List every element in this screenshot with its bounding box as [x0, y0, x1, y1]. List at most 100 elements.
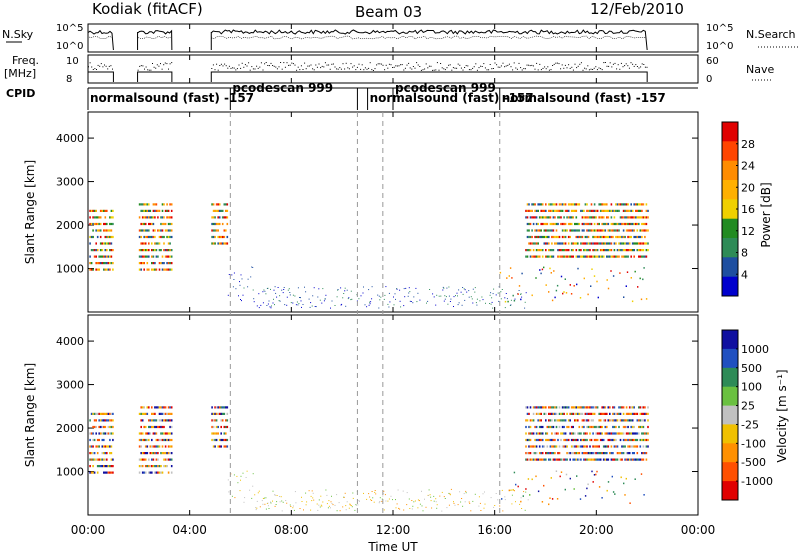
data-point [215, 412, 218, 415]
data-point [627, 412, 629, 415]
data-point [527, 478, 530, 480]
ytick-label: 1000 [56, 466, 84, 479]
data-point [641, 235, 643, 239]
data-point [267, 502, 269, 504]
data-point [155, 458, 158, 461]
data-point [388, 306, 390, 308]
data-point [442, 289, 444, 291]
data-point [215, 209, 218, 212]
data-point [572, 438, 574, 442]
data-point [146, 249, 149, 252]
data-point [144, 249, 147, 252]
data-point [647, 216, 649, 219]
data-point [566, 209, 568, 212]
data-point [625, 209, 628, 212]
data-point [587, 293, 589, 296]
data-point [166, 458, 168, 461]
data-point [619, 216, 622, 219]
nave-point [500, 65, 502, 67]
data-point [223, 412, 226, 415]
data-point [217, 203, 219, 206]
data-point [597, 296, 599, 299]
data-point [154, 465, 156, 468]
station-title: Kodiak (fitACF) [92, 0, 203, 18]
data-point [595, 255, 597, 258]
data-point [436, 504, 438, 506]
data-point [151, 255, 153, 258]
data-point [628, 406, 631, 409]
data-point [112, 216, 114, 219]
data-point [534, 229, 536, 232]
data-point [161, 452, 164, 455]
data-point [510, 299, 512, 301]
data-point [138, 471, 141, 474]
data-point [387, 500, 389, 502]
data-point [607, 255, 610, 258]
data-point [169, 452, 171, 455]
nave-point [361, 64, 363, 66]
data-point [243, 501, 245, 503]
data-point [596, 280, 598, 283]
data-point [146, 209, 149, 212]
data-point [621, 406, 623, 409]
nave-point [278, 66, 280, 68]
nave-point [273, 65, 275, 67]
data-point [152, 203, 155, 206]
data-point [106, 432, 108, 435]
data-point [538, 432, 541, 435]
data-point [561, 242, 564, 245]
data-point [541, 203, 544, 206]
data-point [98, 216, 100, 219]
data-point [381, 500, 383, 502]
data-point [421, 490, 422, 492]
data-point [355, 504, 357, 506]
colorbar-tick-label: -500 [741, 456, 766, 469]
data-point [604, 425, 607, 429]
data-point [561, 229, 564, 232]
data-point [554, 438, 556, 442]
data-point [103, 419, 105, 422]
data-point [98, 438, 100, 442]
data-point [462, 287, 464, 288]
freq-trace [87, 71, 114, 82]
data-point [140, 229, 142, 232]
data-point [647, 406, 649, 409]
data-point [140, 445, 142, 448]
data-point [627, 222, 629, 226]
data-point [92, 458, 94, 461]
data-point [212, 216, 215, 219]
data-point [569, 284, 571, 286]
freq-nave-marks [87, 62, 648, 82]
data-point [551, 406, 553, 409]
data-point [170, 425, 173, 429]
nave-point [91, 66, 93, 68]
data-point [572, 229, 574, 232]
data-point [631, 452, 634, 455]
data-point [558, 458, 561, 461]
data-point [389, 301, 391, 303]
data-point [504, 496, 506, 498]
data-point [344, 492, 346, 494]
data-point [614, 493, 616, 495]
nave-point [305, 68, 307, 70]
data-point [586, 406, 588, 409]
data-point [468, 290, 470, 292]
data-point [529, 255, 532, 258]
data-point [143, 412, 145, 415]
data-point [461, 498, 463, 499]
data-point [520, 500, 522, 503]
data-point [265, 293, 267, 295]
data-point [311, 500, 313, 502]
data-point [569, 477, 571, 480]
data-point [555, 432, 558, 435]
data-point [616, 412, 619, 415]
data-point [99, 249, 102, 252]
data-point [636, 249, 639, 252]
data-point [372, 497, 374, 499]
data-point [148, 242, 150, 245]
data-point [322, 501, 324, 503]
data-point [613, 406, 616, 409]
data-point [532, 419, 535, 422]
data-point [282, 292, 284, 294]
